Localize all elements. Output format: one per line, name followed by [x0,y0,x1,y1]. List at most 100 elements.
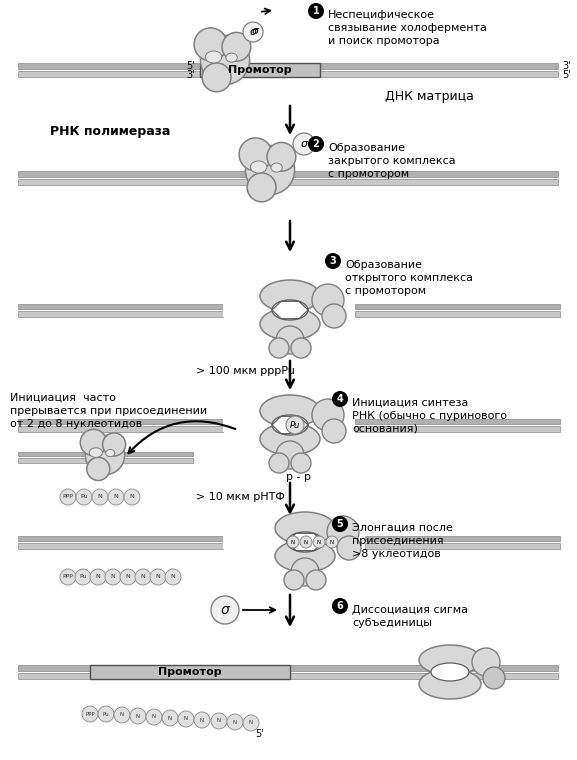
Circle shape [267,142,296,171]
Circle shape [82,706,98,722]
Circle shape [80,429,107,456]
Text: PPP: PPP [85,711,95,717]
Text: N: N [111,575,115,579]
Circle shape [483,667,505,689]
Text: 3': 3' [562,61,571,71]
FancyBboxPatch shape [18,179,558,185]
Circle shape [322,419,346,443]
Circle shape [276,326,304,354]
Circle shape [269,453,289,473]
Text: PPP: PPP [62,575,73,579]
Circle shape [245,145,295,195]
Circle shape [291,558,319,586]
Ellipse shape [89,448,103,458]
Text: 5': 5' [562,70,571,80]
FancyBboxPatch shape [18,71,558,77]
FancyBboxPatch shape [223,418,353,432]
Circle shape [313,536,325,548]
Circle shape [130,708,146,724]
Text: N: N [126,575,130,579]
Text: N: N [168,715,172,720]
Circle shape [325,253,341,269]
Circle shape [90,569,106,585]
FancyBboxPatch shape [18,458,193,463]
Text: N: N [217,718,221,724]
Circle shape [312,284,344,316]
Ellipse shape [260,423,320,455]
Circle shape [87,458,110,480]
FancyBboxPatch shape [18,63,558,69]
Text: N: N [171,575,175,579]
FancyBboxPatch shape [18,536,223,541]
Circle shape [243,715,259,731]
Circle shape [227,714,243,730]
Circle shape [332,516,348,532]
Ellipse shape [205,51,222,63]
Ellipse shape [272,415,308,435]
Text: 3: 3 [329,256,336,266]
Text: N: N [141,575,145,579]
FancyBboxPatch shape [90,665,290,679]
Text: N: N [96,575,100,579]
Circle shape [286,416,304,434]
Circle shape [194,28,227,61]
FancyBboxPatch shape [18,419,223,424]
Ellipse shape [250,161,267,173]
FancyBboxPatch shape [355,303,560,309]
Text: 6: 6 [336,601,343,611]
Circle shape [92,489,108,505]
Text: Pu: Pu [290,420,300,429]
Text: N: N [152,714,156,720]
Text: Диссоциация сигма
субъединицы: Диссоциация сигма субъединицы [352,605,468,628]
Text: ДНК матрица: ДНК матрица [385,90,474,103]
Ellipse shape [275,540,335,572]
Circle shape [308,3,324,19]
Text: N: N [233,720,237,724]
Circle shape [306,570,326,590]
Text: 5': 5' [186,61,195,71]
FancyBboxPatch shape [355,311,560,316]
Text: σ: σ [301,139,308,149]
FancyBboxPatch shape [200,63,320,77]
Circle shape [105,569,121,585]
Text: Образование
открытого комплекса
с промотором: Образование открытого комплекса с промот… [345,260,473,296]
Text: σ: σ [252,26,258,36]
Text: N: N [200,717,204,723]
Text: Pu: Pu [80,495,88,499]
Circle shape [327,516,359,548]
Text: 5: 5 [336,519,343,529]
Circle shape [284,570,304,590]
FancyBboxPatch shape [18,426,223,432]
Circle shape [76,489,92,505]
Text: > 100 мкм pppPu: > 100 мкм pppPu [196,366,295,376]
Circle shape [98,706,114,722]
Text: N: N [304,540,308,544]
Circle shape [269,338,289,358]
Circle shape [211,713,227,729]
Ellipse shape [260,280,320,312]
Text: N: N [98,495,102,499]
Ellipse shape [431,663,469,681]
Circle shape [332,391,348,407]
Circle shape [326,536,338,548]
Text: Pu: Pu [79,575,87,579]
FancyBboxPatch shape [18,665,558,671]
Text: Неспецифическое
связывание холофермента
и поиск промотора: Неспецифическое связывание холофермента … [328,10,487,46]
Ellipse shape [226,53,237,62]
Ellipse shape [260,395,320,427]
Circle shape [247,173,276,202]
Circle shape [211,596,239,624]
Text: N: N [114,495,118,499]
Ellipse shape [419,645,481,675]
Circle shape [202,63,231,92]
Circle shape [200,36,250,84]
Circle shape [124,489,140,505]
Text: σ: σ [220,603,230,617]
Circle shape [135,569,151,585]
Text: Pu: Pu [103,711,109,717]
Circle shape [108,489,124,505]
Text: > 10 мкм рНТФ: > 10 мкм рНТФ [196,492,285,502]
Circle shape [239,138,272,171]
Text: 5': 5' [256,729,264,739]
FancyBboxPatch shape [18,673,558,679]
